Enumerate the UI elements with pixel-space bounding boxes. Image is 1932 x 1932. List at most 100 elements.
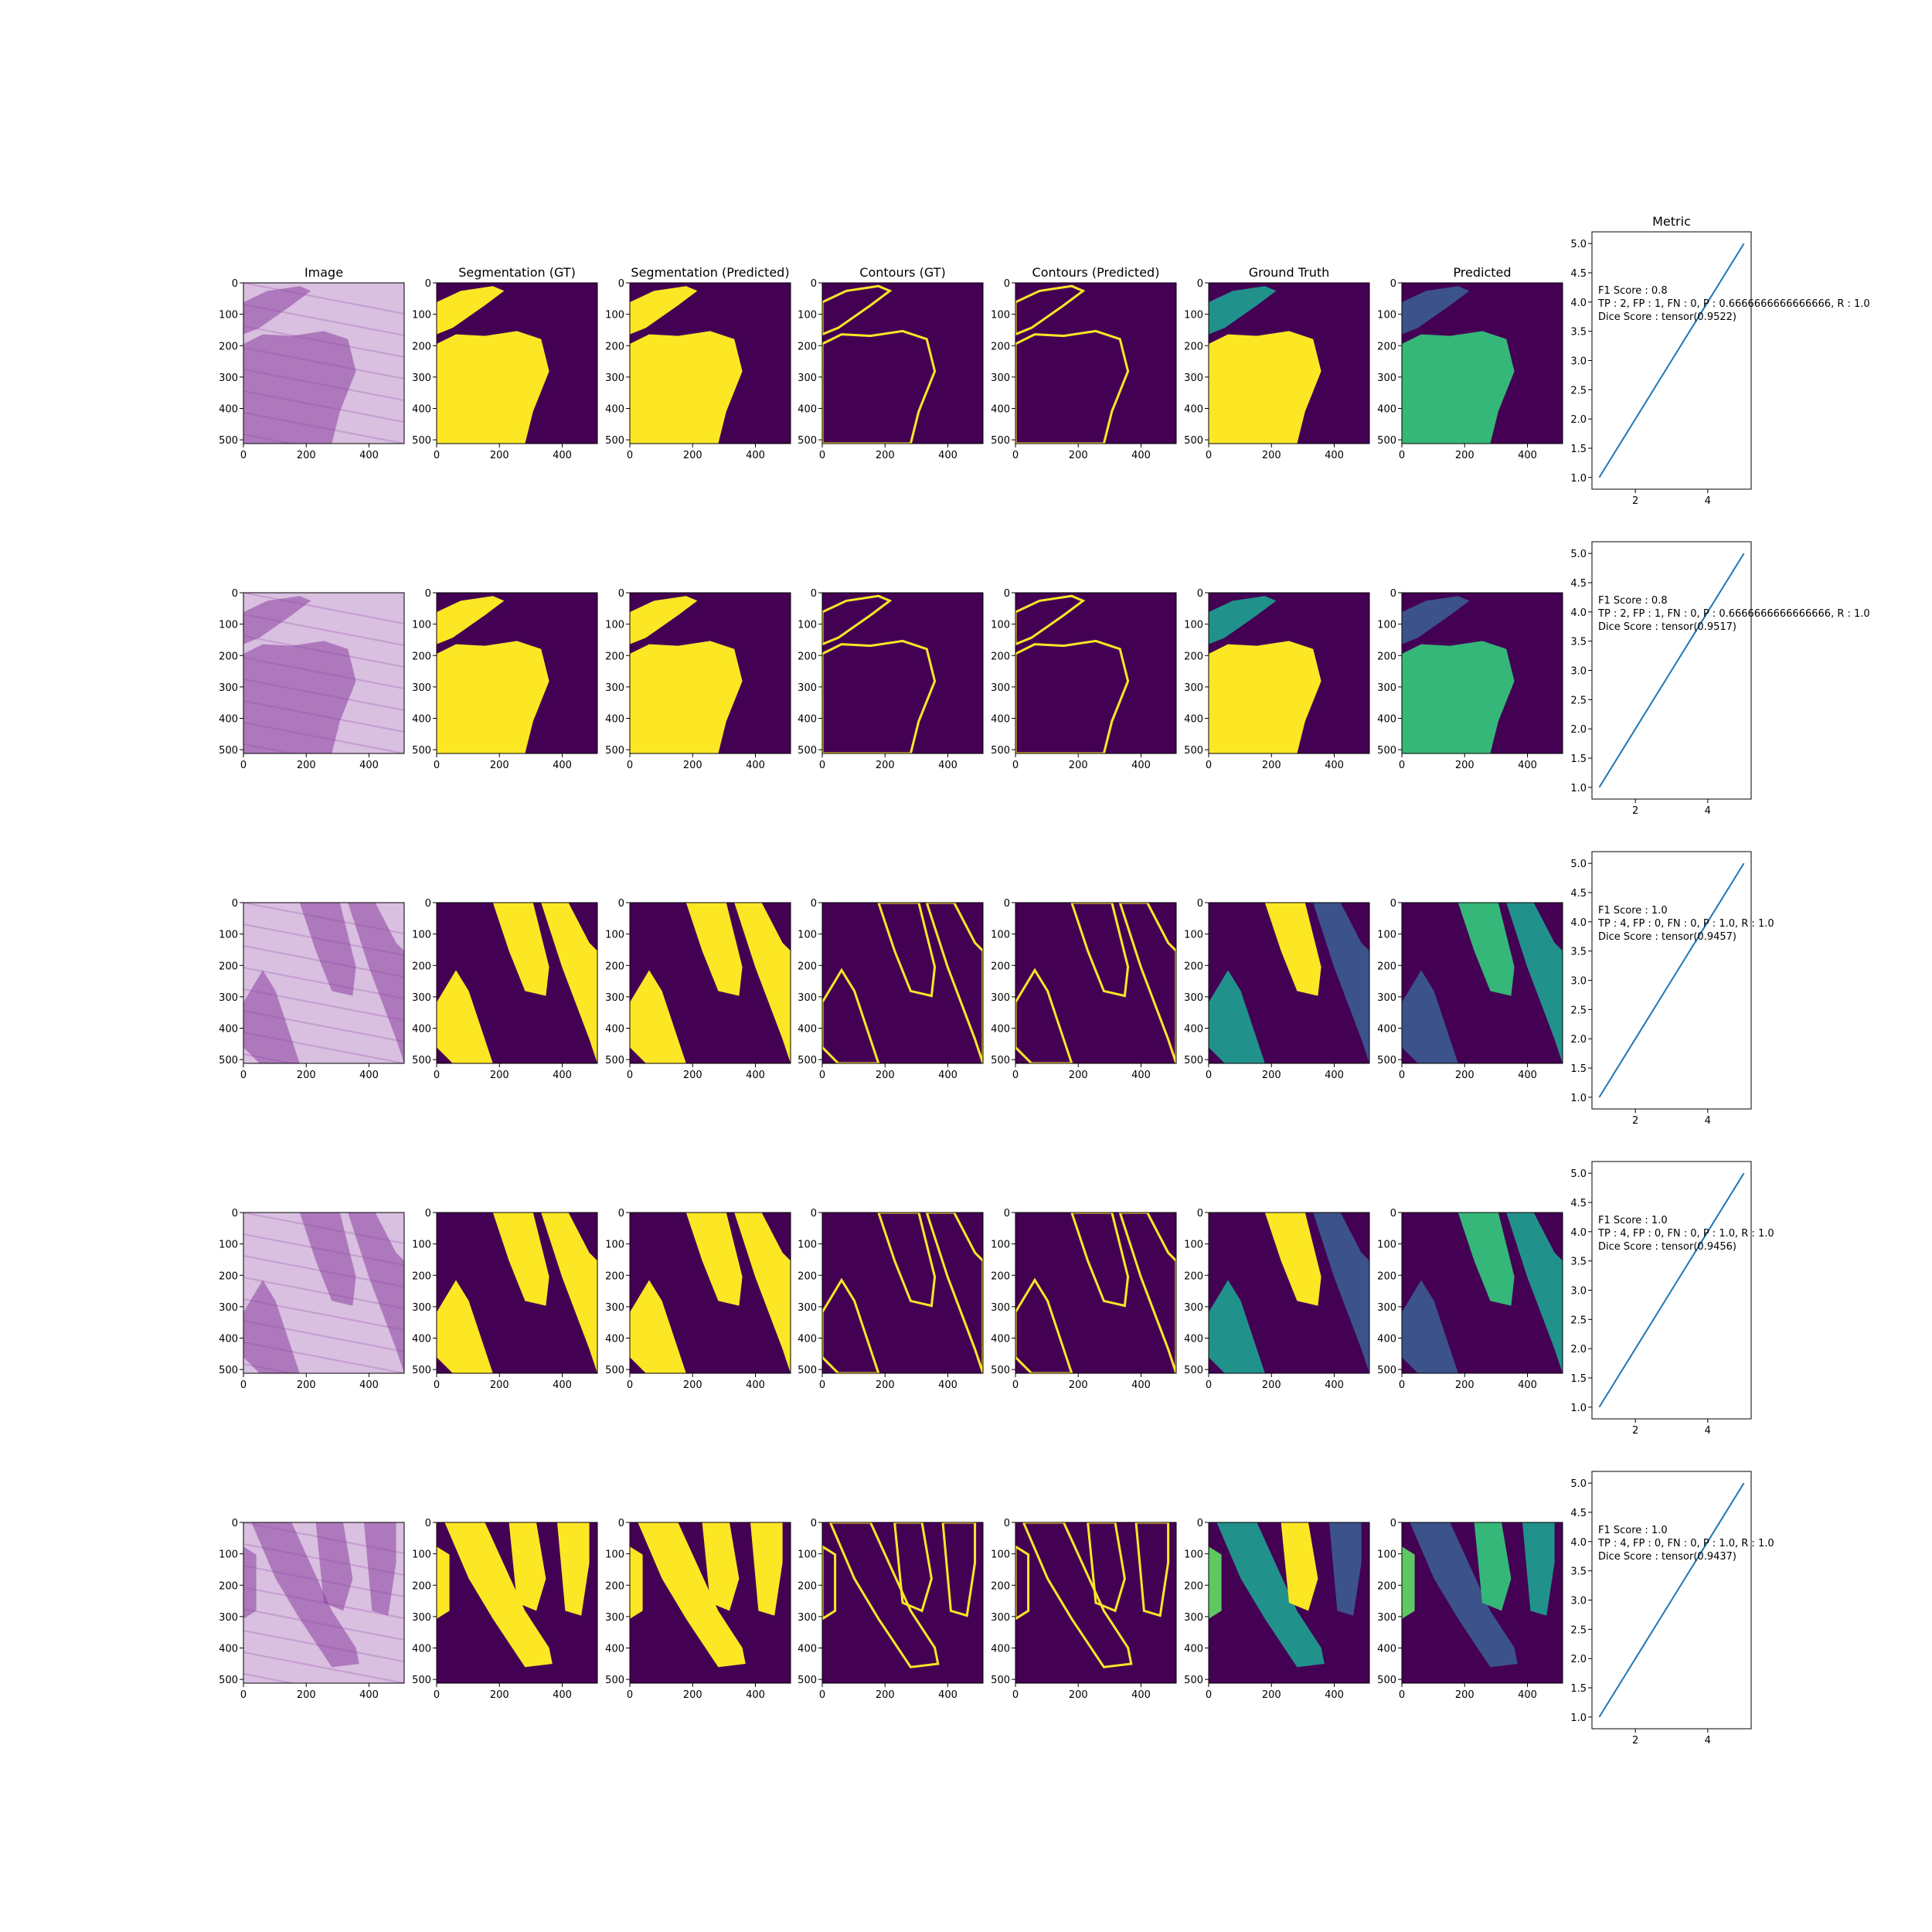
column-title: Ground Truth [1249, 265, 1330, 280]
y-tick-label: 200 [798, 651, 817, 662]
y-tick-label: 300 [219, 992, 238, 1004]
mask-region [630, 1280, 686, 1373]
mask-region [630, 641, 743, 753]
x-tick-label: 400 [359, 760, 379, 771]
tissue-gland [243, 596, 311, 645]
y-tick-label: 300 [412, 372, 431, 384]
column-title: Segmentation (Predicted) [631, 265, 789, 280]
y-tick-label: 200 [1184, 651, 1203, 662]
x-tick-label: 4 [1705, 805, 1711, 817]
y-tick-label: 300 [798, 682, 817, 694]
y-tick-label: 300 [605, 992, 624, 1004]
y-tick-label: 200 [412, 1270, 431, 1282]
x-tick-label: 200 [1069, 1689, 1088, 1701]
y-tick-label: 200 [412, 1580, 431, 1592]
y-tick-label: 100 [412, 1549, 431, 1561]
instance-region [1402, 596, 1470, 645]
image-panel: 0 200 400 0 100 200 300 400 500 [1377, 1518, 1563, 1701]
y-tick-label: 500 [605, 435, 624, 447]
metric-chart: 2 4 1.0 1.5 2.0 2.5 3.0 3.5 4.0 4.5 5.0 F1 Score : … [1570, 851, 1774, 1127]
y-tick-label: 100 [798, 1549, 817, 1561]
image-panel: 0 200 400 0 100 200 300 400 500 [412, 588, 598, 771]
x-tick-label: 400 [359, 1689, 379, 1701]
x-tick-label: 400 [746, 1379, 765, 1391]
y-tick-label: 400 [798, 404, 817, 416]
x-tick-label: 0 [434, 1379, 440, 1391]
image-panel: 0 200 400 0 100 200 300 400 500 [798, 898, 984, 1081]
tissue-texture [243, 1587, 404, 1619]
x-tick-label: 400 [1325, 1689, 1344, 1701]
contour-line [1015, 968, 1073, 1063]
tissue-texture [243, 390, 404, 423]
y-tick-label: 400 [1184, 1334, 1203, 1345]
x-tick-label: 400 [359, 1379, 379, 1391]
tissue-texture [243, 635, 404, 668]
tissue-texture [243, 1673, 296, 1683]
tissue-texture [243, 1213, 404, 1244]
x-tick-label: 2 [1632, 1425, 1638, 1437]
y-tick-label: 4.0 [1570, 607, 1587, 619]
tissue-texture [243, 593, 404, 624]
y-tick-label: 400 [412, 1024, 431, 1036]
y-tick-label: 500 [412, 1365, 431, 1376]
instance-region [1313, 903, 1369, 1063]
panel-content [1015, 1522, 1176, 1683]
x-tick-label: 200 [1262, 450, 1281, 461]
y-tick-label: 100 [798, 930, 817, 941]
y-tick-label: 500 [412, 435, 431, 447]
y-tick-label: 3.0 [1570, 1596, 1587, 1607]
y-tick-label: 200 [1184, 961, 1203, 972]
mask-background [822, 1213, 983, 1373]
contour-line [822, 639, 937, 753]
column-title: Image [304, 265, 343, 280]
panel-frame [436, 282, 598, 444]
instance-region [1410, 1522, 1518, 1668]
instance-region [1402, 970, 1458, 1063]
x-tick-label: 400 [746, 760, 765, 771]
x-tick-label: 0 [240, 1689, 247, 1701]
y-tick-label: 300 [1377, 1612, 1396, 1624]
panel-frame [629, 1522, 791, 1684]
y-tick-label: 400 [219, 1024, 238, 1036]
x-tick-label: 400 [1325, 760, 1344, 771]
instance-region [1458, 903, 1515, 996]
panel-content [1209, 1213, 1369, 1373]
image-panel: 0 200 400 0 100 200 300 400 500 [605, 1518, 791, 1701]
x-tick-label: 200 [297, 1379, 316, 1391]
y-tick-label: 400 [1377, 1644, 1396, 1655]
y-tick-label: 400 [798, 1334, 817, 1345]
contour-line [1118, 903, 1176, 1063]
panel-content [1209, 283, 1369, 444]
tissue-texture [243, 434, 296, 444]
x-tick-label: 0 [819, 1379, 825, 1391]
tissue-texture [243, 1522, 404, 1554]
y-tick-label: 200 [991, 651, 1010, 662]
x-tick-label: 2 [1632, 1115, 1638, 1127]
mask-region [437, 1280, 493, 1373]
y-tick-label: 300 [798, 1612, 817, 1624]
contour-line [1015, 329, 1130, 444]
tissue-texture [243, 923, 404, 956]
x-tick-label: 400 [746, 450, 765, 461]
tissue-texture [243, 903, 404, 934]
panel-frame [1401, 592, 1563, 754]
y-tick-label: 100 [605, 1240, 624, 1251]
y-tick-label: 400 [219, 714, 238, 726]
y-tick-label: 0 [232, 898, 238, 910]
y-tick-label: 0 [618, 1208, 624, 1219]
mask-region [630, 286, 698, 335]
x-tick-label: 200 [490, 1379, 509, 1391]
instance-region [1313, 1213, 1369, 1373]
x-tick-label: 0 [1399, 450, 1405, 461]
y-tick-label: 0 [1004, 1518, 1010, 1529]
y-tick-label: 0 [232, 1208, 238, 1219]
y-tick-label: 2.0 [1570, 1034, 1587, 1046]
panel-content [1402, 1522, 1563, 1683]
panel-content [1209, 903, 1369, 1063]
image-panel: 0 200 400 0 100 200 300 400 500 [1184, 278, 1370, 461]
x-tick-label: 0 [1399, 1689, 1405, 1701]
x-tick-label: 200 [1262, 1070, 1281, 1081]
metric-annotation: TP : 2, FP : 1, FN : 0, P : 0.6666666666… [1597, 298, 1870, 310]
instance-region [1522, 1522, 1555, 1616]
y-tick-label: 300 [412, 1302, 431, 1314]
